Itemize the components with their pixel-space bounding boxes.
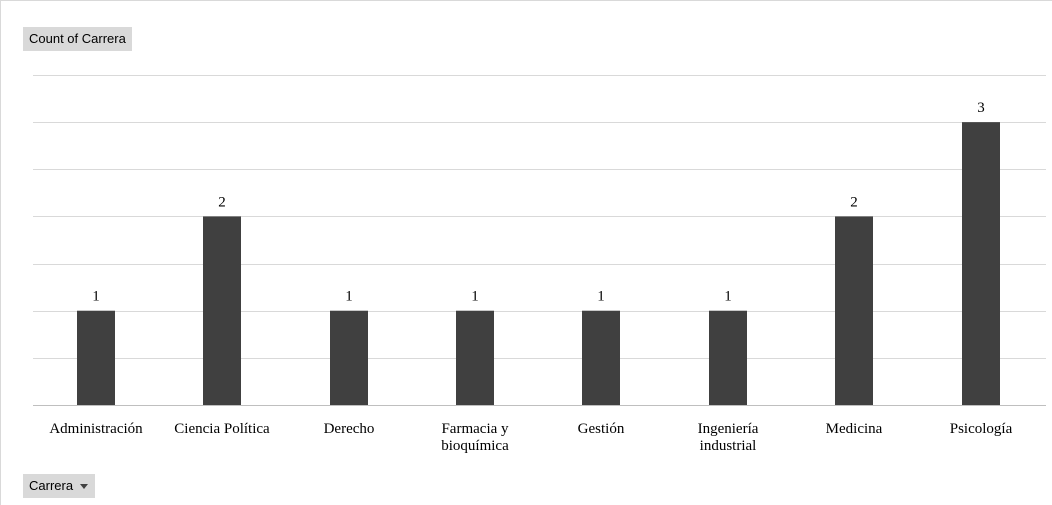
data-label: 1 <box>345 289 353 305</box>
bar[interactable] <box>962 122 1000 406</box>
data-label: 1 <box>471 289 479 305</box>
bar[interactable] <box>203 216 241 405</box>
axis-field-button[interactable]: Carrera <box>23 474 96 498</box>
bar[interactable] <box>456 310 494 405</box>
bar[interactable] <box>709 310 747 405</box>
category-tick-labels: Administración Ciencia Política Derecho Far… <box>49 421 1012 454</box>
category-tick-label: Psicología <box>950 421 1013 437</box>
category-tick-label: Derecho <box>324 421 375 437</box>
bar[interactable] <box>77 310 115 405</box>
axis-field-label: Carrera <box>29 478 74 493</box>
bar[interactable] <box>582 310 620 405</box>
bars <box>77 122 1000 406</box>
data-label: 2 <box>850 194 858 210</box>
category-tick-label: Administración <box>49 421 143 437</box>
gridlines <box>33 75 1046 359</box>
data-label: 3 <box>977 100 985 116</box>
bar[interactable] <box>835 216 873 405</box>
category-tick-label: Ingeniería industrial <box>698 421 759 454</box>
category-tick-label: Gestión <box>578 421 625 437</box>
chevron-down-icon[interactable] <box>80 484 89 489</box>
category-tick-label: Medicina <box>826 421 883 437</box>
data-label: 2 <box>218 194 226 210</box>
values-field-button[interactable]: Count of Carrera <box>23 27 132 51</box>
data-label: 1 <box>92 289 100 305</box>
data-labels: 1 2 1 1 1 1 2 3 <box>92 100 985 305</box>
data-label: 1 <box>724 289 732 305</box>
data-label: 1 <box>597 289 605 305</box>
category-tick-label: Ciencia Política <box>174 421 270 437</box>
category-tick-label: Farmacia y bioquímica <box>441 421 509 454</box>
bar[interactable] <box>330 310 368 405</box>
